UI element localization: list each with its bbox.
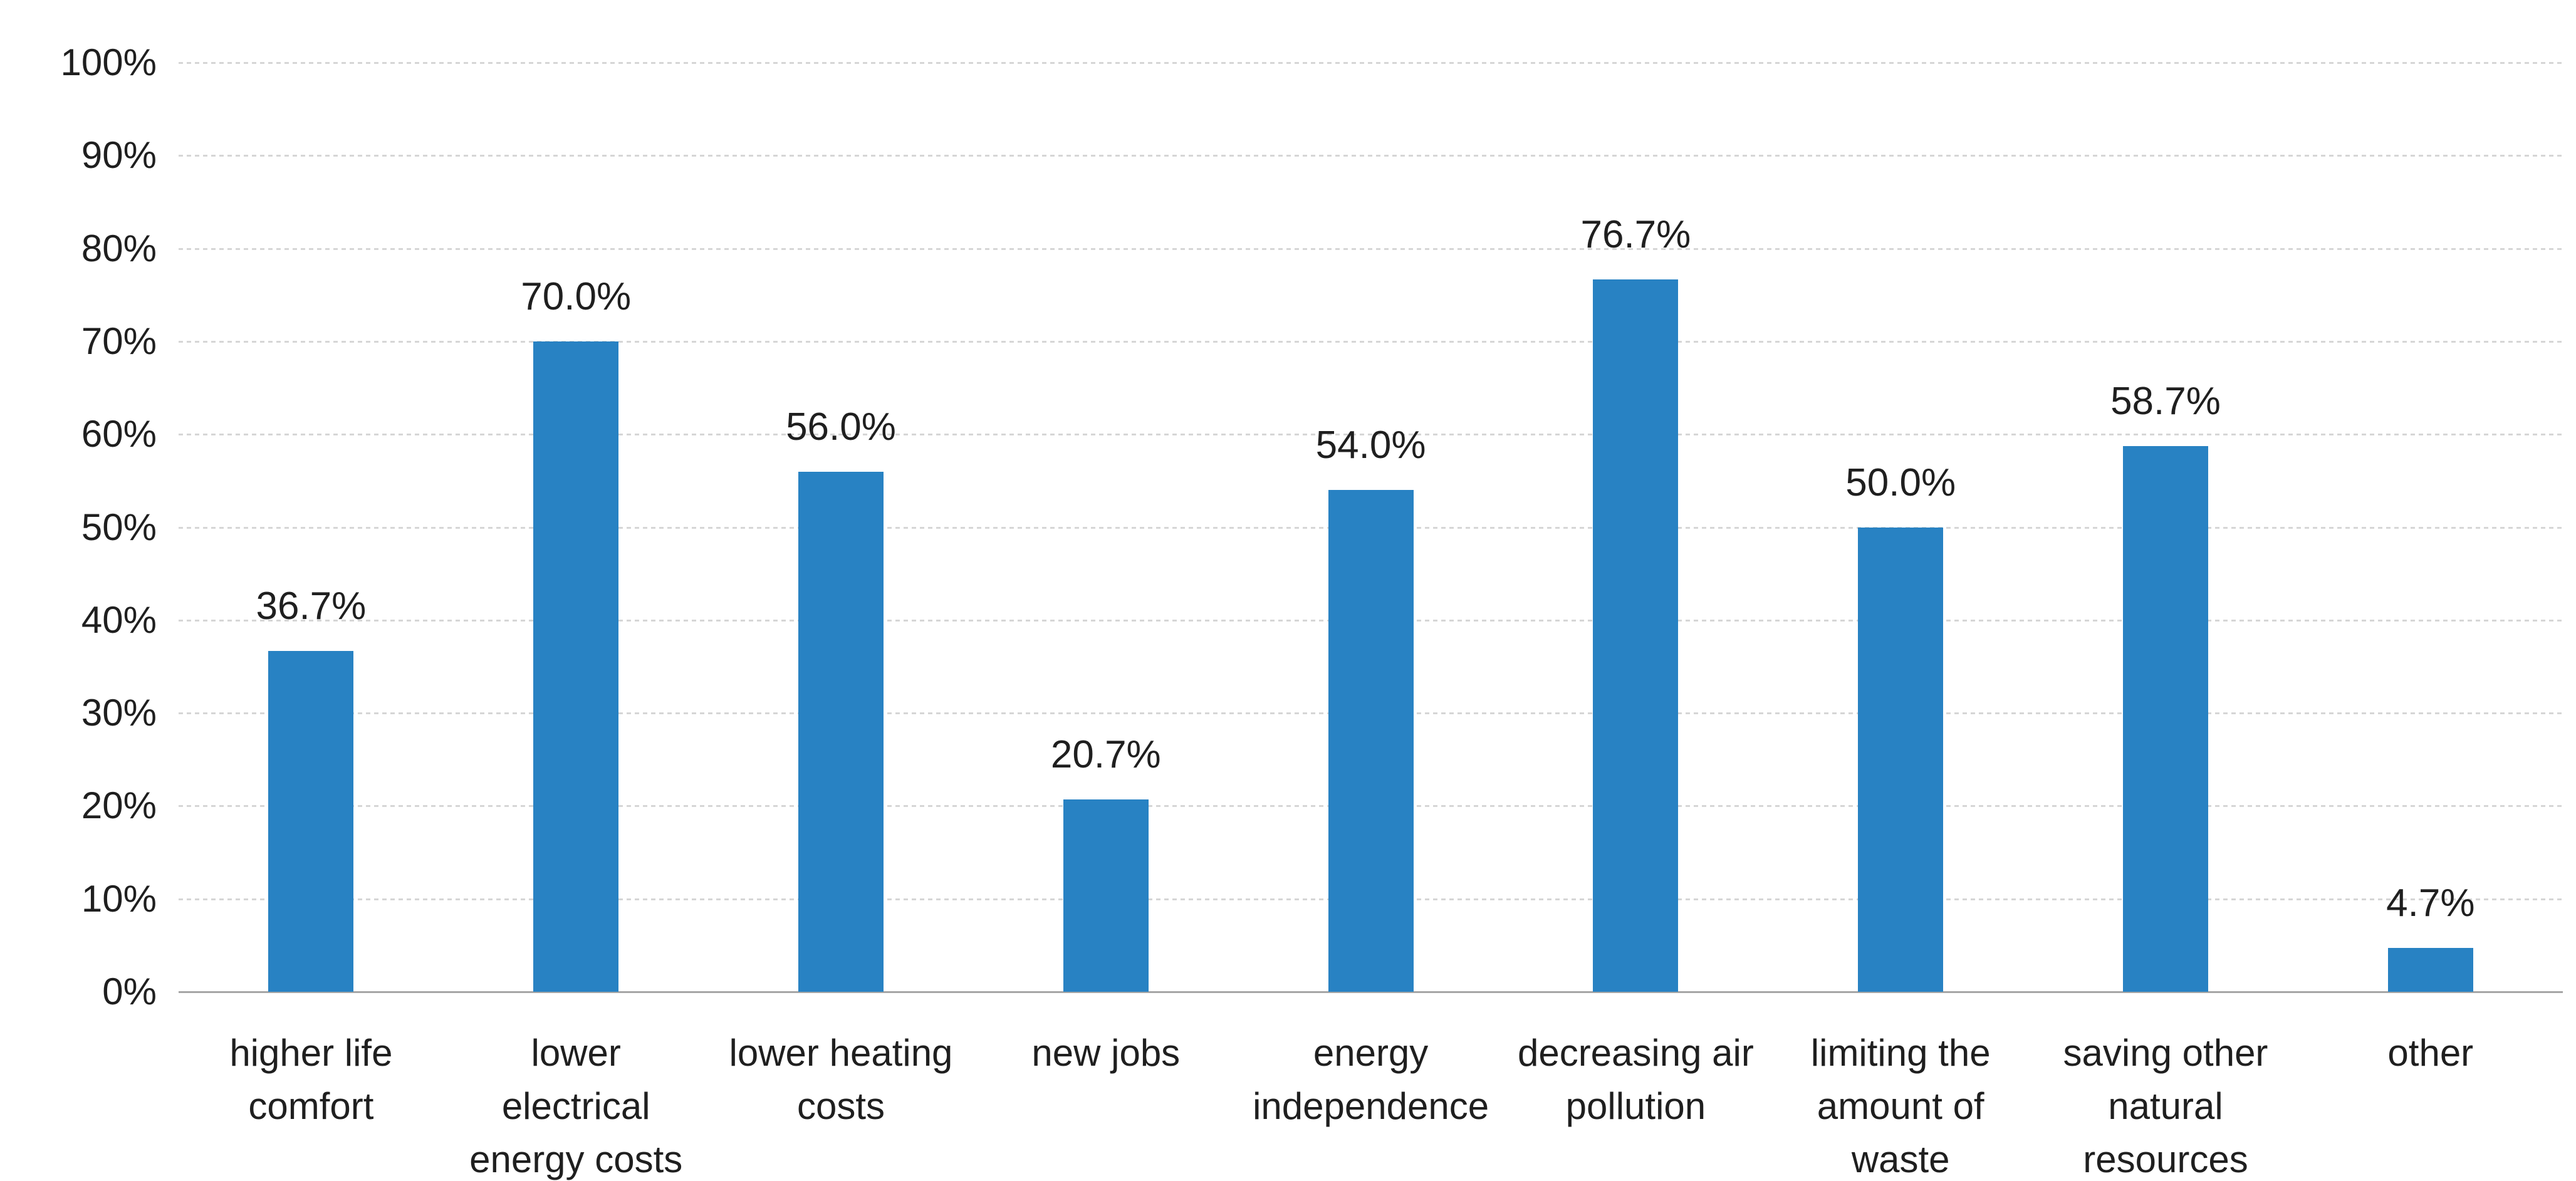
- gridline: [179, 340, 2563, 343]
- y-axis-tick-label: 30%: [81, 692, 157, 734]
- gridline: [179, 155, 2563, 157]
- x-axis-category-label: saving other natural resources: [2033, 1026, 2298, 1181]
- y-axis-tick-label: 50%: [81, 506, 157, 548]
- bar: [1858, 527, 1944, 992]
- x-axis-category-label: other: [2298, 1026, 2563, 1080]
- x-axis-category-text: energy independence: [1253, 1032, 1489, 1128]
- y-axis-tick-label: 70%: [81, 320, 157, 362]
- bar-group: 54.0%: [1238, 63, 1503, 992]
- bar: [2387, 948, 2473, 992]
- y-axis-tick-label: 80%: [81, 227, 157, 269]
- x-axis-category-text: higher life comfort: [229, 1032, 393, 1128]
- x-axis-category-label: limiting the amount of waste: [1768, 1026, 2033, 1181]
- bar: [2122, 446, 2208, 992]
- bar-value-label: 70.0%: [521, 274, 632, 318]
- plot-area: 36.7% 70.0% 56.0% 20.7% 54.0% 76.7% 50.0…: [179, 62, 2563, 993]
- bar: [798, 471, 884, 992]
- x-axis-category-text: lower electrical energy costs: [469, 1032, 683, 1181]
- bar: [1328, 490, 1414, 992]
- y-axis-tick-label: 10%: [81, 877, 157, 920]
- x-axis-category-text: saving other natural resources: [2063, 1032, 2268, 1181]
- bar-value-label: 4.7%: [2386, 882, 2475, 925]
- x-axis-category-label: energy independence: [1238, 1026, 1503, 1133]
- gridline: [179, 247, 2563, 250]
- bar-value-label: 54.0%: [1315, 424, 1426, 467]
- bar: [533, 341, 619, 992]
- x-axis-category-label: decreasing air pollution: [1503, 1026, 1768, 1133]
- y-axis-tick-label: 90%: [81, 134, 157, 177]
- y-axis-tick-label: 20%: [81, 784, 157, 827]
- x-axis-category-label: lower electrical energy costs: [444, 1026, 709, 1181]
- y-axis-tick-label: 40%: [81, 598, 157, 641]
- x-axis-category-label: lower heating costs: [709, 1026, 974, 1133]
- x-axis-category-text: limiting the amount of waste: [1810, 1032, 1991, 1181]
- x-axis-category-text: lower heating costs: [729, 1032, 953, 1128]
- bar-group: 56.0%: [709, 63, 974, 992]
- bar: [268, 650, 354, 992]
- x-axis-category-text: decreasing air pollution: [1517, 1032, 1754, 1128]
- bar-group: 58.7%: [2033, 63, 2298, 992]
- y-axis-tick-label: 100%: [60, 41, 157, 83]
- bar-group: 4.7%: [2298, 63, 2563, 992]
- x-axis-line: [179, 991, 2563, 993]
- x-axis-category-label: new jobs: [973, 1026, 1238, 1080]
- bar-group: 36.7%: [179, 63, 444, 992]
- bar-group: 50.0%: [1768, 63, 2033, 992]
- bar-group: 70.0%: [444, 63, 709, 992]
- bar-value-label: 36.7%: [256, 584, 367, 628]
- bar-group: 20.7%: [973, 63, 1238, 992]
- gridline: [179, 434, 2563, 436]
- bar-value-label: 20.7%: [1050, 733, 1161, 777]
- y-axis-tick-label: 60%: [81, 413, 157, 455]
- x-axis-category-text: other: [2387, 1032, 2474, 1074]
- bar-group: 76.7%: [1503, 63, 1768, 992]
- gridline: [179, 62, 2563, 64]
- bar: [1593, 279, 1679, 992]
- x-axis-category-text: new jobs: [1031, 1032, 1181, 1074]
- bar-value-label: 50.0%: [1845, 460, 1956, 504]
- bar-value-label: 58.7%: [2110, 380, 2221, 424]
- bar-value-label: 56.0%: [786, 405, 896, 449]
- y-axis-tick-label: 0%: [102, 970, 157, 1012]
- x-axis-category-label: higher life comfort: [179, 1026, 444, 1133]
- bar-value-label: 76.7%: [1580, 212, 1691, 256]
- bar: [1063, 799, 1149, 992]
